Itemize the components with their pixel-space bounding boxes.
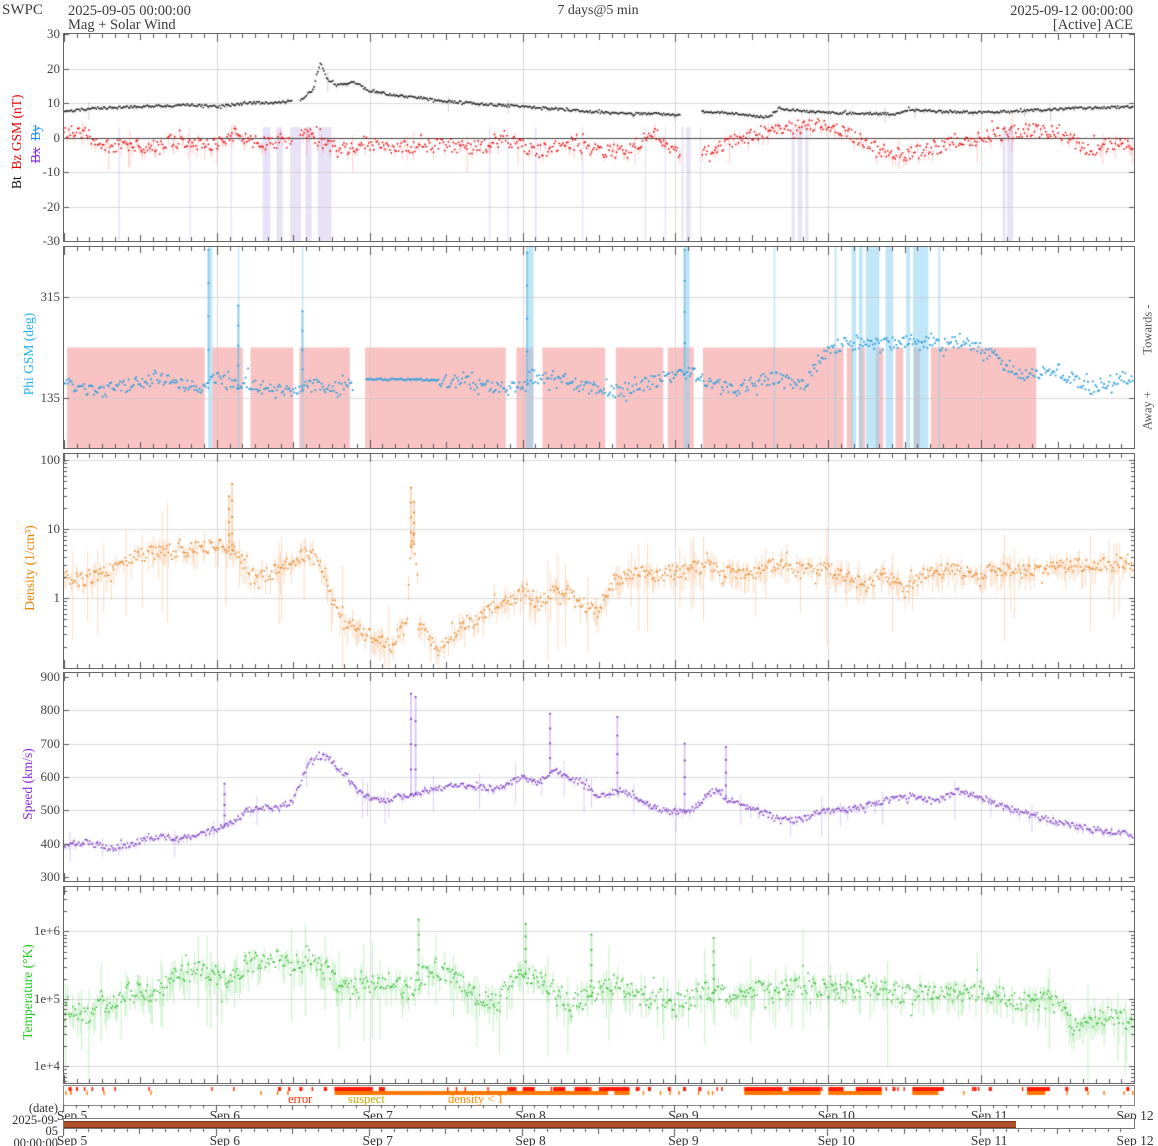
time-range-scrollbar-thumb[interactable] (64, 1121, 1017, 1128)
cadence-label: 7 days@5 min (557, 3, 639, 18)
panel-bt-bz (63, 33, 1135, 242)
y-tick-label: 135 (40, 389, 61, 405)
y-tick-label: 1e+6 (33, 923, 60, 939)
y-tick-label: 10 (47, 95, 60, 110)
panel-temperature-canvas[interactable] (64, 887, 1134, 1083)
end-datetime: 2025-09-12 00:00:00 (1010, 3, 1133, 19)
panel-phi-canvas[interactable] (64, 247, 1134, 448)
y-tick-label: 700 (40, 735, 61, 751)
y-tick-label: 600 (40, 769, 61, 784)
y-tick-label: 1 (53, 590, 61, 606)
panel-phi (63, 246, 1135, 449)
sector-direction-label: Away + (1140, 390, 1155, 430)
start-datetime: 2025-09-05 00:00:00 (68, 3, 191, 19)
y-tick-label: -10 (42, 164, 60, 179)
y-tick-label: 800 (40, 702, 61, 718)
suspect-legend-label: suspect (348, 1092, 385, 1106)
y-tick-label: 20 (47, 60, 60, 76)
date-axis-ticks-bottom (63, 1129, 1133, 1136)
source-status-label: [Active] ACE (1052, 17, 1133, 33)
y-tick-label: 10 (47, 521, 60, 537)
date-label: Sep 6 (209, 1133, 241, 1146)
date-label: Sep 7 (362, 1133, 393, 1146)
y-tick-label: 1e+5 (33, 990, 60, 1006)
y-tick-label: 400 (40, 835, 61, 851)
date-label: Sep 11 (970, 1133, 1008, 1146)
date-label: Sep 12 (1116, 1133, 1154, 1146)
panel-bt-bz-canvas[interactable] (64, 34, 1134, 241)
y-tick-label: -30 (42, 233, 60, 248)
panel-density-canvas[interactable] (64, 454, 1134, 668)
y-tick-label: 315 (40, 289, 61, 305)
density-lt-1-legend-label: density < 1 (448, 1092, 504, 1106)
y-tick-label: 500 (40, 802, 61, 818)
date-axis-caption: (date) (28, 1101, 58, 1115)
sector-direction-label: Towards - (1140, 304, 1155, 355)
panel-speed-canvas[interactable] (64, 673, 1134, 881)
y-tick-label: 0 (53, 129, 61, 145)
ylabel-bx-disabled: Bx (28, 147, 43, 164)
panel-speed (63, 672, 1135, 882)
date-label: Sep 5 (56, 1133, 88, 1146)
y-tick-label: 900 (40, 669, 61, 684)
date-axis-origin-block: (date) 2025-09-05 00:00:00 (0, 1101, 58, 1146)
y-tick-label: -20 (42, 198, 60, 214)
plot-title: Mag + Solar Wind (68, 17, 176, 33)
date-axis-start-time: 00:00:00 (13, 1135, 58, 1146)
brand-label: SWPC (2, 2, 43, 18)
error-strip (63, 1085, 1135, 1106)
date-label: Sep 8 (515, 1133, 546, 1146)
error-strip-canvas (64, 1086, 1134, 1105)
time-range-scrollbar-track[interactable] (63, 1118, 1135, 1129)
date-axis-start-date: 2025-09-05 (12, 1112, 58, 1138)
error-legend-label: error (288, 1092, 313, 1106)
y-tick-label: 100 (40, 452, 61, 468)
date-label: Sep 9 (668, 1133, 699, 1146)
date-label: Sep 10 (817, 1133, 855, 1146)
y-tick-label: 1e+4 (33, 1058, 60, 1074)
panel-temperature (63, 886, 1135, 1084)
date-axis-ticks-top (63, 1105, 1133, 1112)
y-tick-label: 30 (47, 26, 60, 41)
panel-density (63, 453, 1135, 669)
y-tick-label: 300 (40, 869, 61, 884)
